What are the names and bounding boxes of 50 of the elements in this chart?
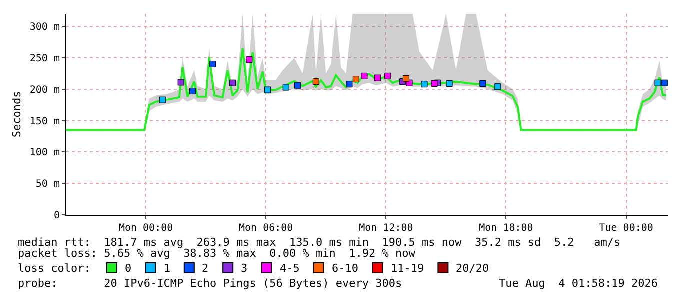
point (361, 72, 368, 80)
point (282, 84, 290, 91)
y-axis-title: Seconds (10, 91, 24, 138)
point (230, 80, 236, 86)
text: median rtt: 181.7 ms avg 263.9 ms max 135.0 ms min 190.5 ms now 35.2 ms sd 5.2 am/s (18, 236, 621, 249)
point (494, 84, 502, 90)
y-tick-label: 300 m (30, 22, 60, 34)
y-tick-label: 200 m (30, 84, 60, 96)
text: probe: 20 IPv6-ICMP Echo Pings (56 Bytes) every 300s (18, 277, 402, 290)
x-tick-label: Tue 00:00 (599, 223, 654, 234)
point (654, 80, 662, 86)
x-tick-label: Mon 06:00 (239, 223, 294, 234)
point (264, 86, 272, 94)
legend-label: 6-10 (332, 262, 358, 275)
legend-title: loss color: (18, 262, 91, 275)
y-tick-label: 0 (54, 210, 60, 222)
point (189, 88, 196, 95)
text: packet loss: 5.65 % avg 38.83 % max 0.00 % min 1.92 % now (18, 247, 416, 260)
point (374, 74, 382, 82)
point (346, 81, 353, 88)
point (421, 81, 428, 88)
point (431, 80, 438, 87)
legend-label: 1 (164, 262, 171, 275)
line-series (66, 48, 668, 132)
y-tick-label: 100 m (30, 148, 60, 159)
point (210, 61, 216, 68)
legend-label: 3 (241, 262, 248, 275)
point (159, 96, 166, 104)
point (384, 72, 392, 80)
point (246, 56, 253, 64)
text: Tue Aug 4 01:58:19 2026 (499, 277, 658, 290)
point (312, 78, 320, 86)
point (446, 80, 453, 87)
legend-label: 20/20 (456, 262, 490, 275)
y-tick-label: 150 m (30, 116, 60, 128)
y-tick-label: 250 m (30, 53, 60, 64)
x-tick-label: Mon 18:00 (479, 223, 534, 234)
x-tick-label: Mon 00:00 (118, 223, 174, 234)
x-tick-label: Mon 12:00 (359, 223, 414, 234)
legend-label: 0 (125, 262, 132, 275)
legend-label: 11-19 (391, 262, 424, 275)
point (294, 82, 302, 89)
legend-label: 4-5 (280, 262, 300, 275)
point (352, 76, 360, 83)
point (402, 75, 410, 82)
y-tick-label: 50 m (36, 179, 60, 190)
point (178, 79, 184, 86)
legend-label: 2 (202, 262, 209, 275)
point (480, 80, 486, 87)
point (661, 80, 668, 86)
